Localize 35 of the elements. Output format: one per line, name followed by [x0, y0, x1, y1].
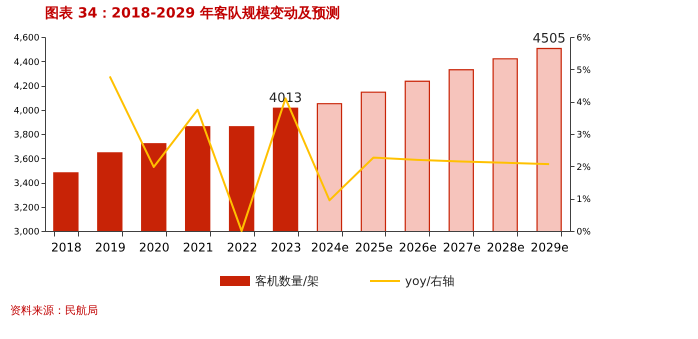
chart-title: 图表 34：2018-2029 年客队规模变动及预测 — [45, 4, 340, 22]
x-tick-label: 2029e — [530, 240, 569, 254]
x-tick-label: 2023 — [270, 240, 302, 254]
y2-tick-label: 4% — [576, 98, 592, 108]
legend-label: yoy/右轴 — [405, 274, 455, 288]
x-tick-label: 2026e — [398, 240, 437, 254]
x-tick-label: 2028e — [486, 240, 525, 254]
y2-tick-label: 2% — [576, 162, 592, 173]
y2-tick-label: 1% — [576, 195, 592, 206]
y-tick-label: 4,600 — [14, 34, 40, 44]
y-tick-label: 3,400 — [14, 179, 40, 189]
x-tick-label: 2020 — [138, 240, 170, 254]
y-tick-label: 4,400 — [14, 58, 40, 68]
x-tick-label: 2019 — [95, 240, 126, 254]
data-label: 4505 — [532, 32, 566, 47]
y-tick-label: 3,200 — [14, 203, 40, 214]
y-tick-label: 3,600 — [14, 154, 40, 165]
legend-label: 客机数量/架 — [255, 274, 320, 288]
x-tick-label: 2024e — [311, 240, 349, 254]
text: 资料来源：民航局 — [10, 304, 98, 317]
y2-tick-label: 5% — [576, 66, 592, 76]
x-tick-label: 2025e — [354, 240, 393, 254]
x-tick-label: 2021 — [182, 240, 214, 254]
y2-tick-label: 6% — [576, 34, 592, 44]
y-tick-label: 3,800 — [14, 130, 40, 140]
y2-tick-label: 3% — [576, 130, 592, 140]
y2-tick-label: 0% — [576, 228, 592, 238]
y-tick-label: 4,200 — [14, 82, 40, 92]
data-label: 4013 — [268, 91, 302, 106]
x-tick-label: 2027e — [442, 240, 481, 254]
y-tick-label: 4,000 — [14, 106, 40, 116]
x-tick-label: 2018 — [51, 240, 82, 254]
line-series — [108, 75, 550, 232]
y-tick-label: 3,000 — [14, 228, 40, 238]
x-tick-label: 2022 — [226, 240, 258, 254]
